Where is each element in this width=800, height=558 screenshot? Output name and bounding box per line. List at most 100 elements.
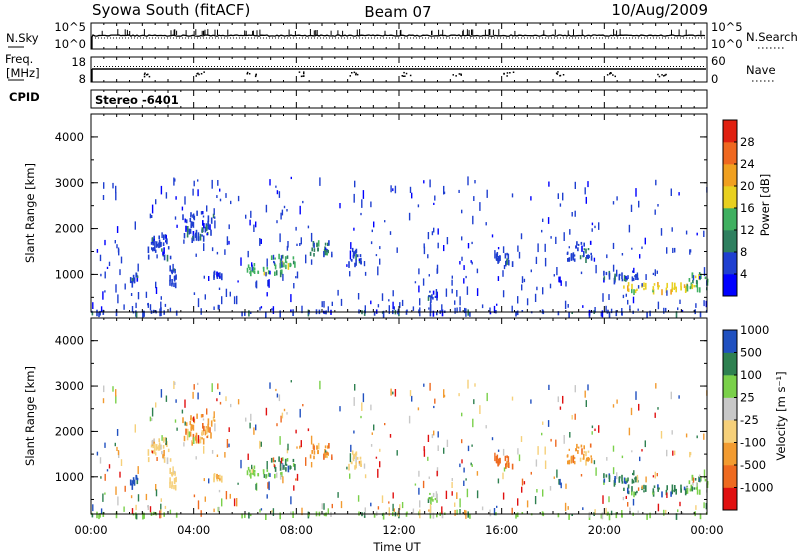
echo-cell <box>319 177 321 186</box>
echo-cell <box>218 476 221 479</box>
echo-cell <box>474 383 476 387</box>
nave-point <box>700 66 701 67</box>
nave-dip <box>402 75 405 77</box>
echo-cell <box>309 454 312 459</box>
nsearch-point <box>299 37 300 39</box>
nsearch-point <box>362 37 363 39</box>
echo-cell <box>417 204 420 208</box>
echo-cell <box>218 506 220 511</box>
echo-cell <box>290 294 292 303</box>
echo-cell <box>155 402 157 408</box>
echo-cell <box>216 251 219 255</box>
echo-cell <box>176 224 178 228</box>
echo-cell <box>224 249 226 255</box>
echo-cell <box>691 474 694 479</box>
echo-cell <box>585 257 587 263</box>
y-tick-label: 2000 <box>55 222 84 236</box>
echo-cell <box>381 311 384 314</box>
echo-cell <box>637 285 640 289</box>
echo-cell <box>213 306 215 310</box>
echo-cell <box>278 191 281 198</box>
echo-cell <box>496 505 498 508</box>
echo-cell <box>203 478 205 482</box>
echo-cell <box>216 271 218 277</box>
echo-cell <box>569 432 571 438</box>
echo-cell <box>117 450 120 456</box>
echo-cell <box>313 450 316 455</box>
echo-cell <box>409 186 412 193</box>
echo-cell <box>674 247 676 253</box>
echo-cell <box>245 214 247 219</box>
echo-cell <box>445 490 448 499</box>
colorbar-cell <box>723 442 737 466</box>
echo-cell <box>456 492 458 499</box>
nsearch-point <box>689 37 690 39</box>
nave-point <box>478 66 479 67</box>
echo-cell <box>99 254 102 262</box>
echo-cell <box>422 480 425 489</box>
echo-cell <box>641 449 643 452</box>
echo-cell <box>323 251 325 258</box>
echo-cell <box>691 284 694 290</box>
echo-cell <box>567 258 569 262</box>
echo-cell <box>414 281 417 284</box>
nsearch-point <box>170 37 171 39</box>
echo-cell <box>241 311 243 317</box>
nave-dip <box>664 74 666 77</box>
echo-cell <box>615 512 618 519</box>
echo-cell <box>629 305 631 310</box>
echo-cell <box>169 274 171 282</box>
echo-cell <box>292 309 294 316</box>
echo-cell <box>325 451 327 458</box>
nave-dip <box>452 74 454 76</box>
nsearch-point <box>302 37 303 39</box>
echo-cell <box>511 507 513 515</box>
echo-cell <box>409 390 412 397</box>
echo-cell <box>577 450 579 454</box>
echo-cell <box>636 490 638 494</box>
echo-cell <box>114 442 116 447</box>
echo-cell <box>587 248 590 251</box>
echo-cell <box>158 235 160 240</box>
nave-point <box>385 66 386 67</box>
echo-cell <box>175 399 177 403</box>
echo-cell <box>323 503 325 510</box>
echo-cell <box>292 260 295 265</box>
colorbar-tick-label: -100 <box>740 436 766 450</box>
echo-cell <box>352 254 355 258</box>
echo-cell <box>355 462 357 469</box>
nave-point <box>583 66 584 67</box>
echo-cell <box>419 298 421 306</box>
nave-point <box>217 66 218 67</box>
echo-cell <box>612 264 615 272</box>
echo-cell <box>349 250 352 260</box>
echo-cell <box>469 311 471 317</box>
echo-cell <box>272 254 275 260</box>
echo-cell <box>465 275 467 279</box>
echo-cell <box>326 451 328 455</box>
nsearch-point <box>137 37 138 39</box>
echo-cell <box>583 453 585 460</box>
echo-cell <box>464 509 466 516</box>
echo-cell <box>602 495 604 504</box>
echo-cell <box>151 237 154 242</box>
echo-cell <box>511 305 513 313</box>
echo-cell <box>377 468 379 478</box>
echo-cell <box>351 259 353 262</box>
echo-cell <box>296 473 299 481</box>
echo-cell <box>202 438 205 445</box>
echo-cell <box>631 276 634 282</box>
echo-cell <box>703 300 705 307</box>
echo-cell <box>163 457 166 463</box>
nsearch-point <box>494 37 495 39</box>
echo-cell <box>567 506 569 510</box>
nsearch-point <box>524 37 525 39</box>
nave-dip <box>405 72 408 75</box>
echo-cell <box>408 415 411 424</box>
echo-cell <box>202 418 205 421</box>
echo-cell <box>674 282 676 289</box>
nave-point <box>466 66 467 67</box>
echo-cell <box>199 436 202 444</box>
echo-cell <box>469 513 471 519</box>
nsearch-point <box>146 37 147 39</box>
